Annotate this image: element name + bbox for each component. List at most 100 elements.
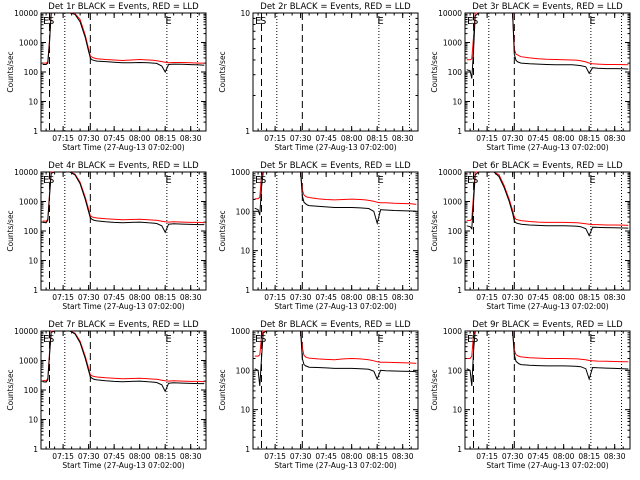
x-tick-label: 07:15	[264, 134, 286, 143]
y-tick-label: 1000	[443, 198, 462, 207]
y-tick-label: 10	[28, 416, 38, 425]
y-tick-label: 10	[240, 9, 250, 18]
plot-frame	[40, 171, 207, 291]
series-line-black	[466, 12, 629, 79]
event-marker-label: E	[377, 16, 383, 27]
x-tick-label: 07:30	[502, 293, 524, 302]
plot-frame	[252, 330, 419, 450]
x-tick-label: 08:30	[392, 452, 414, 461]
plot-frame	[252, 12, 419, 132]
x-axis-label: Start Time (27-Aug-13 07:02:00)	[62, 302, 184, 311]
x-tick-label: 07:45	[315, 452, 337, 461]
event-marker-label: E	[377, 334, 383, 345]
y-tick-label: 1	[245, 286, 250, 295]
y-tick-label: 100	[236, 366, 251, 375]
event-marker-label: E	[377, 175, 383, 186]
x-tick-label: 08:00	[341, 452, 363, 461]
series-line-red	[42, 330, 205, 383]
panel-title: Det 9r BLACK = Events, RED = LLD	[472, 320, 623, 330]
x-tick-label: 07:30	[502, 452, 524, 461]
x-tick-label: 08:15	[154, 293, 176, 302]
y-tick-label: 10	[240, 247, 250, 256]
x-axis-label: Start Time (27-Aug-13 07:02:00)	[274, 461, 396, 470]
event-marker-label: E	[255, 175, 261, 186]
detector-panel: Det 2r BLACK = Events, RED = LLD Counts/s…	[218, 2, 419, 152]
series-line-black	[466, 171, 629, 237]
x-tick-label: 08:30	[180, 452, 202, 461]
event-marker-label: E	[43, 334, 49, 345]
y-tick-label: 10	[28, 98, 38, 107]
plot-frame	[464, 12, 631, 132]
series-line-black	[42, 12, 205, 74]
x-tick-label: 07:15	[52, 293, 74, 302]
panel-title: Det 8r BLACK = Events, RED = LLD	[260, 320, 411, 330]
detector-panel: Det 6r BLACK = Events, RED = LLD Counts/s…	[430, 161, 631, 311]
event-marker-label: E	[255, 334, 261, 345]
series-line-red	[254, 330, 417, 364]
x-axis-label: Start Time (27-Aug-13 07:02:00)	[62, 143, 184, 152]
x-tick-label: 08:15	[154, 452, 176, 461]
x-tick-label: 08:30	[604, 134, 626, 143]
y-tick-label: 1	[245, 127, 250, 136]
event-marker-label: E	[43, 175, 49, 186]
panel-title: Det 5r BLACK = Events, RED = LLD	[260, 161, 411, 171]
x-tick-label: 08:30	[180, 293, 202, 302]
series-line-red	[42, 12, 205, 64]
y-tick-label: 1	[33, 286, 38, 295]
detector-panel: Det 1r BLACK = Events, RED = LLD Counts/s…	[6, 2, 207, 152]
y-tick-label: 1000	[19, 357, 38, 366]
x-tick-label: 08:00	[341, 134, 363, 143]
event-marker-label: S	[260, 175, 266, 186]
y-tick-label: 1	[33, 445, 38, 454]
x-axis-label: Start Time (27-Aug-13 07:02:00)	[274, 302, 396, 311]
x-tick-label: 07:15	[476, 293, 498, 302]
event-marker-label: E	[165, 16, 171, 27]
event-marker-label: S	[472, 175, 478, 186]
x-axis-label: Start Time (27-Aug-13 07:02:00)	[486, 302, 608, 311]
y-tick-label: 100	[24, 68, 39, 77]
x-tick-label: 08:00	[129, 452, 151, 461]
y-axis-label: Counts/sec	[6, 210, 15, 251]
x-tick-label: 07:30	[290, 293, 312, 302]
x-tick-label: 08:30	[392, 293, 414, 302]
y-axis-label: Counts/sec	[6, 51, 15, 92]
x-tick-label: 07:45	[103, 293, 125, 302]
y-tick-label: 100	[448, 227, 463, 236]
x-tick-label: 07:45	[527, 452, 549, 461]
series-line-black	[42, 171, 205, 234]
series-line-red	[466, 330, 629, 363]
plot-frame	[252, 171, 419, 291]
x-tick-label: 08:15	[366, 452, 388, 461]
x-tick-label: 08:00	[553, 452, 575, 461]
event-marker-label: E	[589, 334, 595, 345]
event-marker-label: E	[165, 175, 171, 186]
x-tick-label: 08:30	[604, 293, 626, 302]
event-marker-label: S	[472, 334, 478, 345]
series-line-red	[466, 12, 629, 66]
panel-title: Det 1r BLACK = Events, RED = LLD	[48, 2, 199, 12]
plot-frame	[464, 171, 631, 291]
y-tick-label: 100	[448, 366, 463, 375]
series-line-black	[254, 330, 417, 387]
detector-panel: Det 7r BLACK = Events, RED = LLD Counts/s…	[6, 320, 207, 470]
y-tick-label: 1000	[19, 198, 38, 207]
x-tick-label: 07:30	[502, 134, 524, 143]
y-tick-label: 100	[24, 227, 39, 236]
event-marker-label: E	[467, 334, 473, 345]
series-line-black	[254, 171, 417, 226]
x-tick-label: 07:30	[78, 452, 100, 461]
x-tick-label: 08:00	[553, 293, 575, 302]
panel-title: Det 4r BLACK = Events, RED = LLD	[48, 161, 199, 171]
y-tick-label: 1000	[443, 39, 462, 48]
x-tick-label: 08:15	[578, 293, 600, 302]
y-tick-label: 10000	[438, 168, 462, 177]
x-tick-label: 07:45	[103, 452, 125, 461]
panel-title: Det 2r BLACK = Events, RED = LLD	[260, 2, 411, 12]
y-tick-label: 10	[452, 257, 462, 266]
event-marker-label: E	[255, 16, 261, 27]
series-line-black	[466, 330, 629, 387]
x-tick-label: 07:45	[103, 134, 125, 143]
x-tick-label: 08:30	[180, 134, 202, 143]
event-marker-label: E	[589, 16, 595, 27]
event-marker-label: E	[165, 334, 171, 345]
